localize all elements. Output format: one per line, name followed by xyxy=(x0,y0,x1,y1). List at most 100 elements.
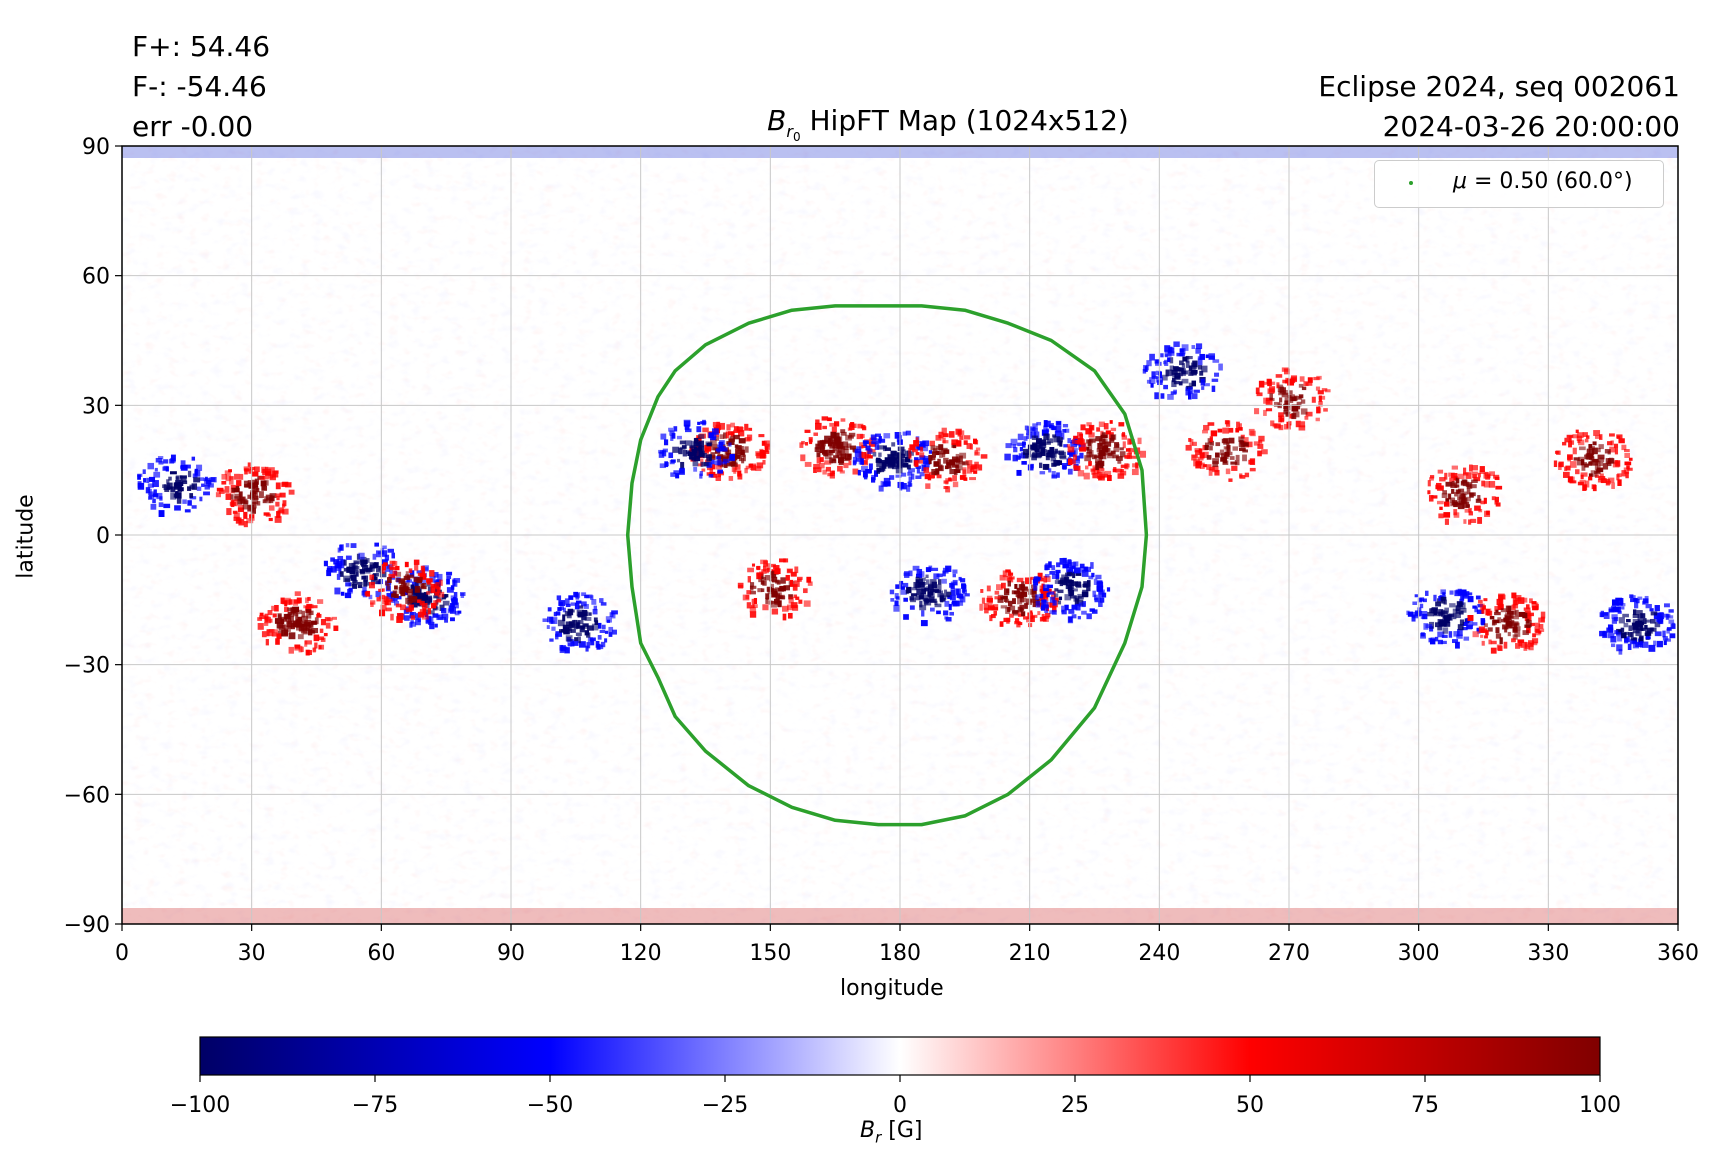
region-pixel xyxy=(779,558,786,563)
region-pixel xyxy=(1005,443,1012,449)
region-pixel xyxy=(576,620,581,628)
region-pixel xyxy=(1185,355,1193,360)
region-pixel xyxy=(1265,408,1273,412)
region-pixel xyxy=(1420,610,1428,616)
region-pixel xyxy=(1016,469,1022,476)
region-pixel xyxy=(417,615,421,623)
region-pixel xyxy=(690,440,696,446)
region-pixel xyxy=(1078,602,1086,608)
region-pixel xyxy=(942,433,949,438)
region-pixel xyxy=(547,607,552,612)
region-pixel xyxy=(350,543,357,548)
region-pixel xyxy=(1665,613,1669,620)
region-pixel xyxy=(1494,611,1501,616)
region-pixel xyxy=(303,605,310,609)
region-pixel xyxy=(857,423,864,429)
active-region-negative xyxy=(323,542,397,600)
region-pixel xyxy=(439,604,445,611)
region-pixel xyxy=(854,449,862,454)
region-pixel xyxy=(925,574,929,579)
region-pixel xyxy=(794,566,799,574)
region-pixel xyxy=(799,442,804,448)
region-pixel xyxy=(395,571,402,577)
region-pixel xyxy=(1278,412,1284,417)
region-pixel xyxy=(1596,467,1604,473)
region-pixel xyxy=(317,599,324,604)
region-pixel xyxy=(1631,638,1637,644)
region-pixel xyxy=(284,607,289,613)
region-pixel xyxy=(1069,450,1076,457)
region-pixel xyxy=(1083,472,1090,480)
region-pixel xyxy=(390,613,394,621)
region-pixel xyxy=(549,616,554,624)
region-pixel xyxy=(762,459,766,465)
region-pixel xyxy=(1043,575,1048,583)
region-pixel xyxy=(1610,643,1616,648)
region-pixel xyxy=(1443,512,1451,518)
region-pixel xyxy=(233,512,240,519)
region-pixel xyxy=(162,466,169,471)
region-pixel xyxy=(1086,613,1092,620)
region-pixel xyxy=(608,632,613,637)
region-pixel xyxy=(265,471,272,476)
region-pixel xyxy=(426,580,432,585)
region-pixel xyxy=(1464,508,1471,513)
region-pixel xyxy=(1146,360,1152,367)
region-pixel xyxy=(862,426,867,431)
region-pixel xyxy=(411,601,418,608)
region-pixel xyxy=(950,581,958,585)
region-pixel xyxy=(262,475,269,480)
region-pixel xyxy=(1477,472,1481,478)
region-pixel xyxy=(824,460,832,465)
region-pixel xyxy=(356,553,360,560)
region-pixel xyxy=(805,442,809,446)
region-pixel xyxy=(310,621,318,625)
region-pixel xyxy=(1538,617,1545,623)
region-pixel xyxy=(225,474,232,482)
region-pixel xyxy=(1626,619,1631,623)
region-pixel xyxy=(974,449,979,455)
region-pixel xyxy=(250,490,257,497)
region-pixel xyxy=(1215,452,1220,458)
region-pixel xyxy=(294,644,301,649)
region-pixel xyxy=(1511,638,1516,643)
region-pixel xyxy=(238,491,243,498)
region-pixel xyxy=(955,453,960,460)
region-pixel xyxy=(902,582,909,588)
region-pixel xyxy=(425,595,433,602)
region-pixel xyxy=(1307,377,1313,383)
region-pixel xyxy=(939,595,947,600)
region-pixel xyxy=(938,444,944,451)
region-pixel xyxy=(1487,627,1493,632)
region-pixel xyxy=(1277,386,1285,392)
region-pixel xyxy=(358,552,365,560)
region-pixel xyxy=(264,622,269,626)
region-pixel xyxy=(729,454,736,458)
region-pixel xyxy=(1039,585,1044,591)
region-pixel xyxy=(1471,465,1478,471)
region-pixel xyxy=(360,556,367,563)
y-tick-label: −90 xyxy=(64,913,110,938)
region-pixel xyxy=(1144,366,1148,372)
region-pixel xyxy=(923,597,929,603)
region-pixel xyxy=(254,478,260,485)
region-pixel xyxy=(1434,622,1442,628)
region-pixel xyxy=(1074,598,1079,606)
region-pixel xyxy=(1540,611,1546,619)
region-pixel xyxy=(821,416,829,421)
region-pixel xyxy=(1079,566,1086,573)
region-pixel xyxy=(1067,459,1073,466)
region-pixel xyxy=(158,461,164,465)
cbar-label-unit: [G] xyxy=(881,1118,923,1143)
region-pixel xyxy=(1206,464,1212,470)
region-pixel xyxy=(887,454,895,459)
region-pixel xyxy=(1229,456,1235,460)
region-pixel xyxy=(275,638,280,645)
region-pixel xyxy=(244,468,248,475)
region-pixel xyxy=(980,589,984,593)
region-pixel xyxy=(1456,634,1463,639)
region-pixel xyxy=(1554,450,1559,454)
region-pixel xyxy=(1498,594,1504,601)
region-pixel xyxy=(1067,571,1073,576)
